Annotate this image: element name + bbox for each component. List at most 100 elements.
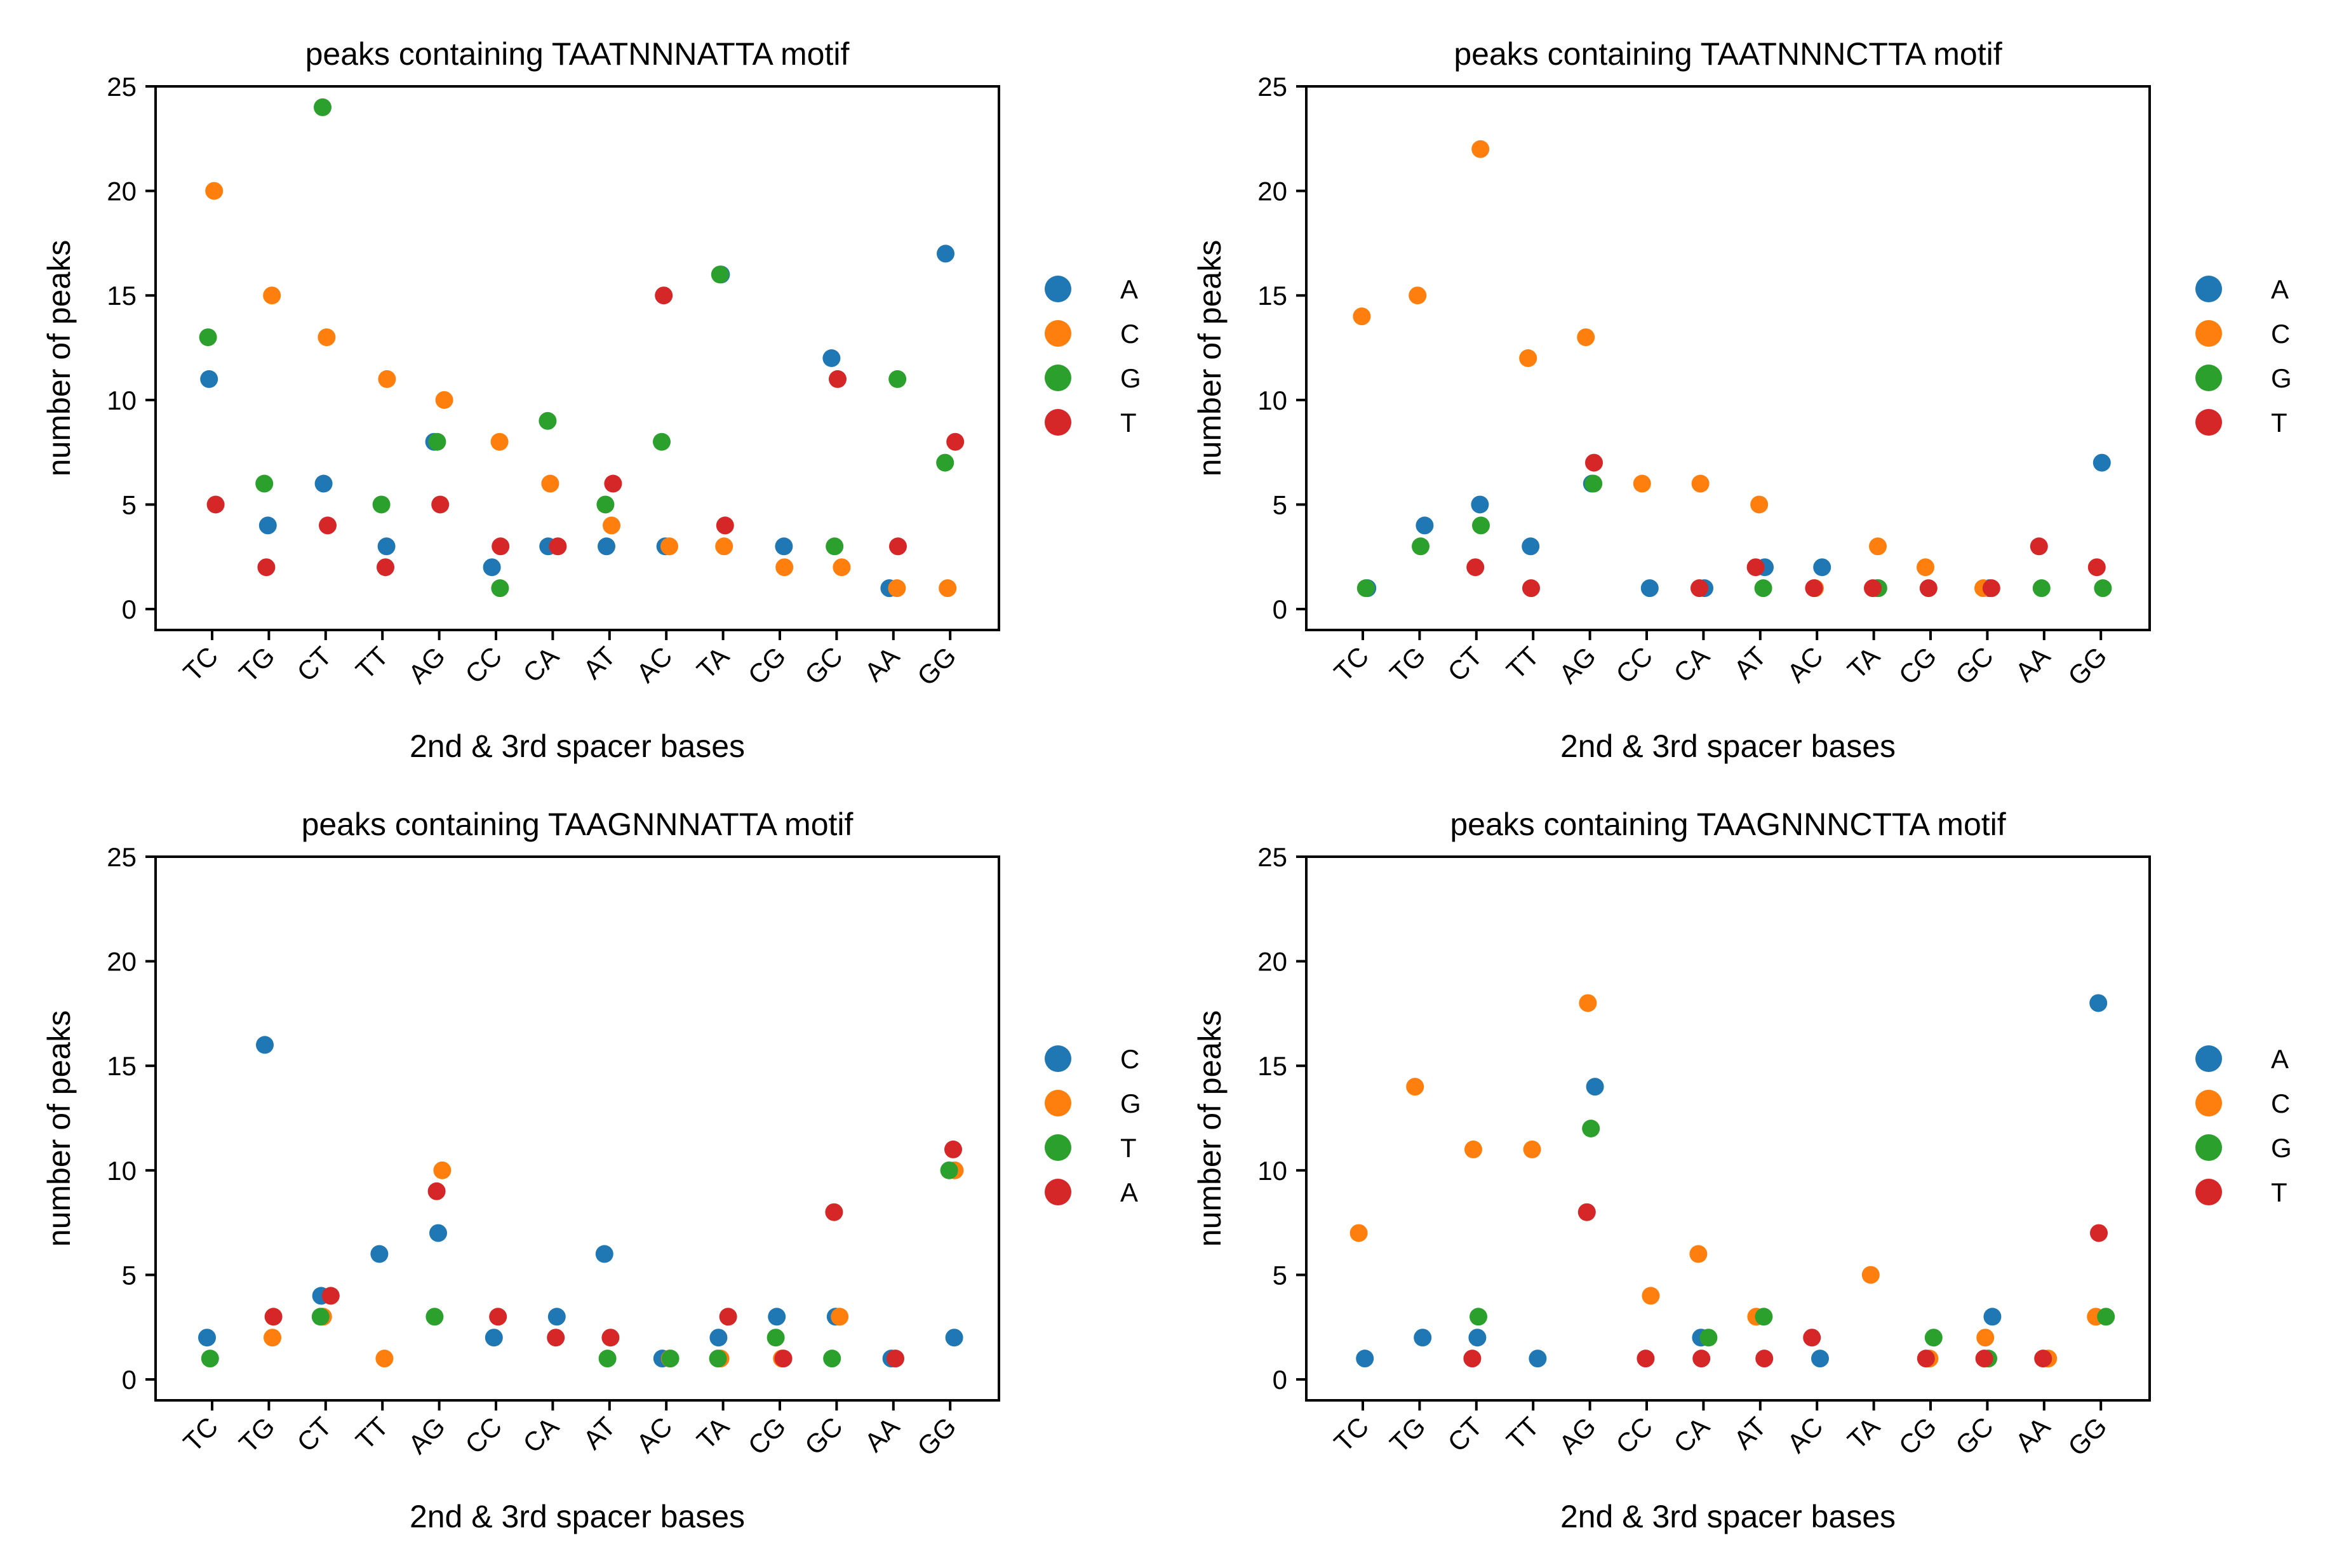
x-tick-label: GC (799, 1411, 848, 1461)
data-point (715, 537, 733, 556)
data-point (1642, 1287, 1660, 1305)
data-point (775, 537, 793, 556)
data-point (1463, 1350, 1482, 1368)
legend-marker (2195, 1090, 2222, 1116)
data-point (936, 453, 954, 472)
legend-label: G (2271, 1133, 2292, 1163)
x-tick-label: CG (1893, 1411, 1943, 1461)
data-point (946, 432, 965, 451)
data-point (2034, 1350, 2052, 1368)
x-tick-label: TA (691, 1411, 735, 1455)
x-tick-label: CG (742, 1411, 792, 1461)
x-tick-label: CT (1442, 641, 1488, 687)
x-tick-label: TT (350, 641, 394, 685)
y-tick-label: 20 (107, 947, 137, 977)
data-point (823, 1350, 841, 1368)
y-tick-label: 20 (1257, 947, 1287, 977)
x-tick-label: CG (742, 641, 792, 690)
chart-panel-3: peaks containing TAAGNNNATTA motif 0 5 10 15… (41, 807, 1141, 1534)
chart-title: peaks containing TAAGNNNCTTA motif (1450, 807, 2005, 842)
x-axis-label: 2nd & 3rd spacer bases (410, 1499, 745, 1534)
chart-title: peaks containing TAATNNNCTTA motif (1454, 36, 2002, 72)
data-point (944, 1140, 962, 1158)
data-point (492, 537, 510, 556)
data-point (2094, 579, 2112, 598)
data-point (1349, 1224, 1368, 1242)
x-tick-label: GG (2062, 641, 2112, 691)
data-point (372, 495, 391, 514)
data-point (1746, 558, 1765, 577)
x-tick-label: GC (1950, 1411, 1999, 1461)
data-point (1522, 579, 1540, 598)
data-point (1805, 579, 1823, 598)
data-point (1466, 558, 1485, 577)
y-tick-label: 5 (1273, 490, 1287, 519)
x-axis-label: 2nd & 3rd spacer bases (410, 728, 745, 764)
x-tick-label: CA (1668, 1411, 1715, 1459)
y-tick-label: 25 (107, 842, 137, 872)
data-point (1353, 307, 1371, 326)
data-point (1356, 579, 1375, 598)
data-point (2097, 1308, 2115, 1326)
legend-label: A (2271, 1044, 2289, 1074)
x-tick-label: AC (1781, 641, 1829, 688)
data-point (1356, 1350, 1374, 1368)
data-point (1416, 516, 1434, 535)
legend-label: C (2271, 1089, 2290, 1118)
data-point (1755, 1350, 1774, 1368)
x-tick-label: GG (911, 1411, 961, 1461)
data-point (1861, 1266, 1880, 1284)
data-point (1529, 1350, 1547, 1368)
y-tick-label: 15 (107, 1051, 137, 1081)
data-point (1637, 1350, 1655, 1368)
data-point (377, 558, 394, 577)
data-point (429, 1224, 447, 1242)
x-tick-label: CT (291, 1411, 337, 1457)
x-tick-label: AA (859, 1411, 905, 1457)
data-point (255, 474, 274, 493)
data-point (1755, 1308, 1773, 1326)
data-point (2032, 579, 2051, 598)
x-tick-label: CC (1610, 641, 1658, 689)
data-point (2090, 1224, 2108, 1242)
chart-title: peaks containing TAATNNNATTA motif (305, 36, 850, 72)
data-point (1813, 558, 1831, 577)
data-point (490, 432, 509, 451)
chart-panel-4: peaks containing TAAGNNNCTTA motif 0 5 10 15… (1192, 807, 2292, 1534)
data-point (425, 1308, 444, 1326)
y-tick-label: 25 (1257, 842, 1287, 872)
y-tick-label: 25 (107, 72, 137, 102)
data-point (598, 537, 615, 556)
data-point (1699, 1329, 1718, 1347)
x-tick-label: CA (1668, 641, 1715, 688)
data-point (1585, 453, 1603, 472)
y-axis-label: number of peaks (41, 1010, 77, 1247)
data-point (258, 516, 277, 535)
x-tick-label: TG (233, 641, 280, 688)
data-point (1470, 1308, 1487, 1326)
x-tick-label: AG (403, 1411, 451, 1459)
data-point (1983, 1308, 2002, 1326)
data-point (653, 432, 671, 451)
data-point (1691, 474, 1710, 493)
data-point (1917, 558, 1934, 577)
data-point (206, 495, 225, 514)
legend-label: C (1120, 1044, 1139, 1074)
x-tick-label: AG (1553, 641, 1602, 689)
legend-label: T (1120, 408, 1137, 438)
data-point (1692, 1350, 1711, 1368)
data-point (1522, 537, 1540, 556)
data-point (433, 1161, 452, 1179)
data-point (596, 495, 615, 514)
y-tick-label: 0 (1273, 1365, 1287, 1395)
legend-label: A (2271, 274, 2289, 304)
x-tick-label: AT (1728, 641, 1772, 685)
y-tick-label: 0 (1273, 594, 1287, 624)
data-point (370, 1245, 389, 1263)
x-tick-label: TC (1329, 641, 1375, 687)
data-point (655, 286, 673, 305)
legend-marker (2195, 1045, 2222, 1072)
legend-marker (1045, 1179, 1071, 1205)
data-point (257, 558, 276, 577)
data-point (829, 370, 847, 388)
